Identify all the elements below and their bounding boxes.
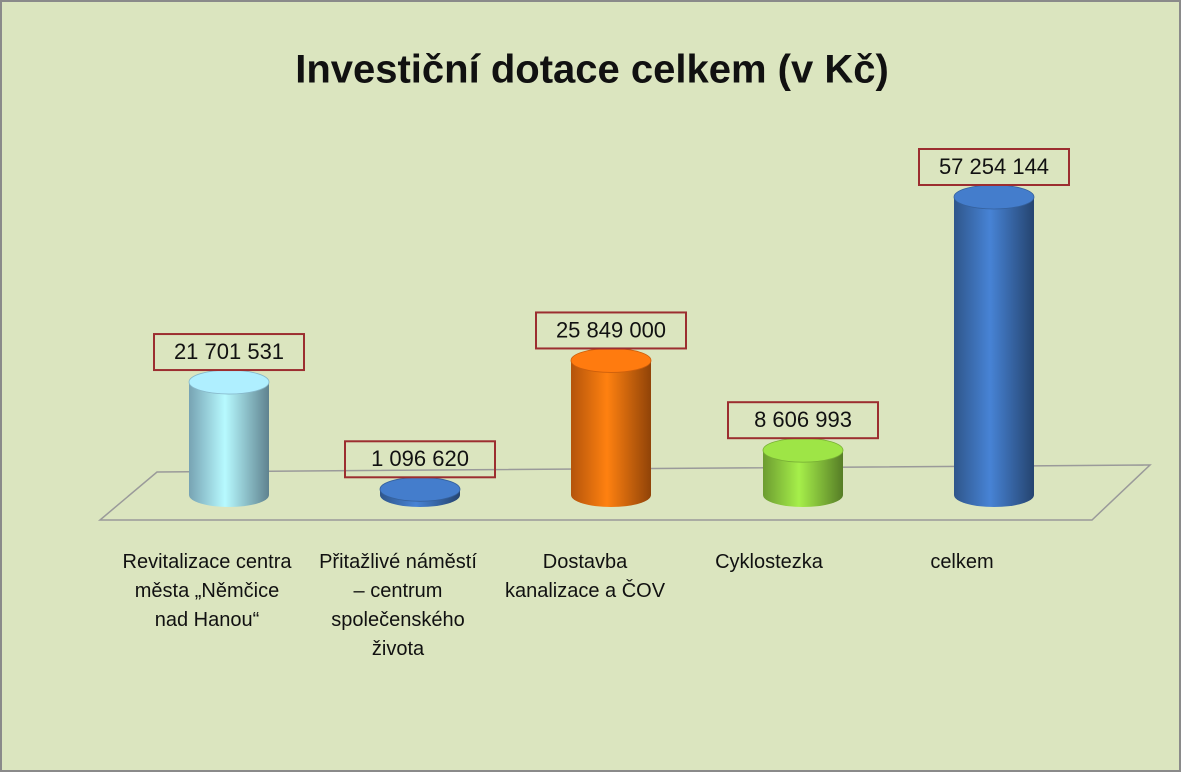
- bar: [571, 360, 651, 507]
- value-label: 1 096 620: [371, 446, 469, 471]
- bar-top: [188, 369, 270, 395]
- value-label: 8 606 993: [754, 407, 852, 432]
- bar-top: [379, 476, 461, 502]
- chart-title: Investiční dotace celkem (v Kč): [295, 48, 889, 92]
- bar-top: [570, 348, 652, 373]
- bar-top: [953, 184, 1035, 210]
- value-label-box: [918, 148, 1070, 186]
- bar: [954, 197, 1034, 507]
- value-label-box: [153, 333, 305, 372]
- x-tick-label: Revitalizace centra města „Němčice nad H…: [122, 551, 292, 631]
- value-label: 21 701 531: [174, 339, 284, 364]
- value-label: 57 254 144: [939, 154, 1049, 179]
- x-tick-label: Cyklostezka: [715, 551, 823, 573]
- x-tick-label: Přitažlivé náměstí – centrum společenské…: [319, 551, 477, 660]
- x-tick-label: celkem: [930, 551, 994, 573]
- bar-top: [762, 437, 844, 463]
- value-label-box: [535, 311, 687, 350]
- value-label-box: [344, 440, 496, 479]
- bar: [189, 382, 269, 507]
- value-label: 25 849 000: [556, 317, 666, 342]
- x-tick-label: Dostavba kanalizace a ČOV: [504, 551, 666, 602]
- bar: [763, 450, 843, 507]
- value-label-box: [727, 401, 879, 440]
